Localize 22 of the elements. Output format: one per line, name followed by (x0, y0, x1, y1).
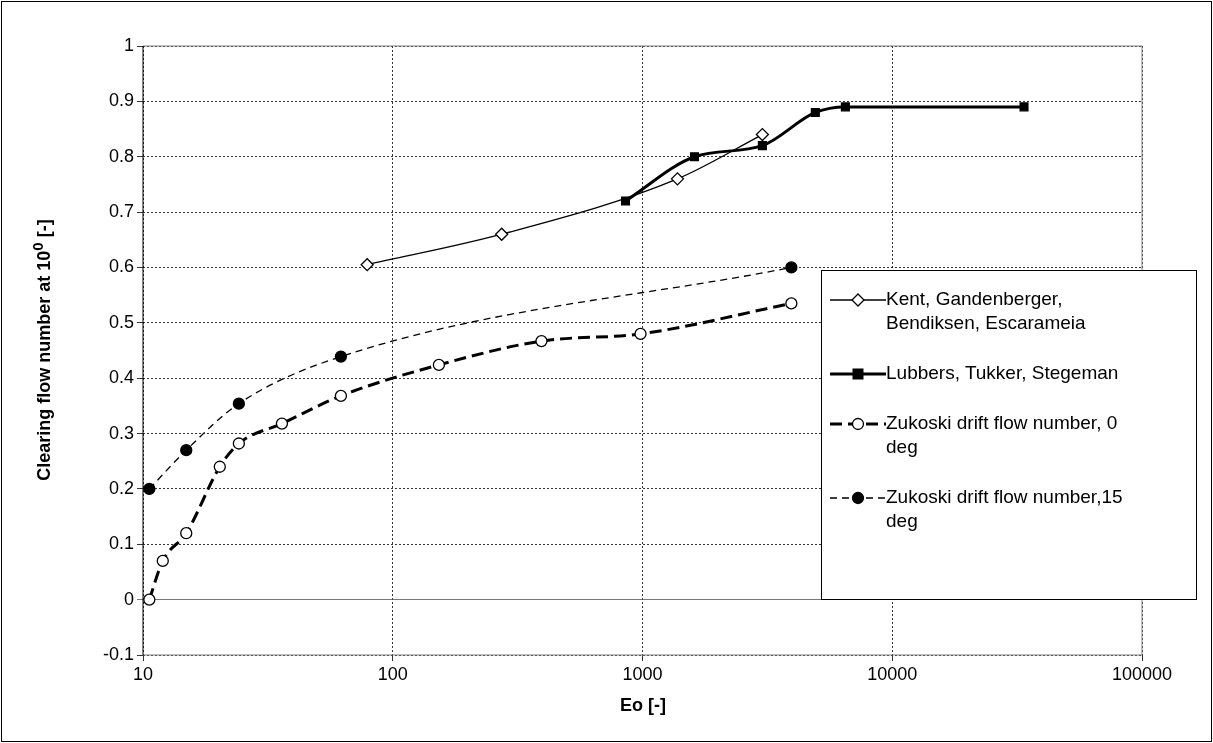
x-tick-label: 1000 (622, 663, 663, 684)
y-tick-label: 0.7 (108, 201, 134, 222)
y-tick-label: 0.3 (108, 422, 134, 443)
y-tick-label: 0.9 (108, 90, 134, 111)
y-tick-label: 0.5 (108, 311, 134, 332)
y-tick-label: 0 (123, 588, 134, 609)
legend-label: Kent, Gandenberger, Bendiksen, Escarameia (886, 287, 1087, 335)
y-tick-label: 0.2 (108, 477, 134, 498)
legend-label: Zukoski drift flow number,15 deg (886, 485, 1124, 533)
x-axis-title: Eo [-] (620, 694, 666, 716)
y-tick-label: 0.4 (108, 367, 134, 388)
x-tick-label: 100000 (1111, 663, 1173, 684)
y-tick-label: 0.1 (108, 533, 134, 554)
y-tick-label: 1 (123, 34, 134, 55)
legend-label: Zukoski drift flow number, 0 deg (886, 411, 1119, 459)
x-tick-label: 100 (377, 663, 408, 684)
y-tick-label: 0.8 (108, 145, 134, 166)
legend-label: Lubbers, Tukker, Stegeman (886, 361, 1120, 385)
y-tick-label: -0.1 (102, 643, 134, 664)
y-tick-label: 0.6 (108, 256, 134, 277)
x-tick-label: 10 (132, 663, 154, 684)
x-tick-label: 10000 (867, 663, 918, 684)
